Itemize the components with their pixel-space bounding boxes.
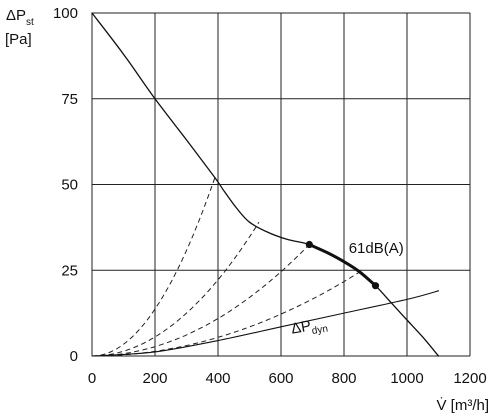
operating-range-line — [307, 243, 377, 288]
operating-point — [305, 240, 313, 249]
x-axis-label: V̇ [m³/h] — [436, 397, 489, 414]
y-axis-label: ΔPst — [6, 7, 34, 28]
dynamic-pressure-line — [91, 290, 440, 357]
operating-point — [371, 282, 380, 290]
curves — [91, 12, 440, 357]
y-tick-label: 50 — [61, 177, 78, 194]
x-tick-label: 600 — [268, 370, 293, 387]
y-axis-unit: [Pa] — [5, 31, 32, 48]
noise-level-annotation: 61dB(A) — [349, 240, 404, 257]
x-tick-label: 400 — [205, 370, 230, 387]
x-tick-label: 1000 — [390, 370, 423, 387]
y-tick-label: 25 — [61, 262, 78, 279]
y-tick-label: 75 — [61, 91, 78, 108]
y-tick-label: 100 — [53, 5, 78, 22]
dynamic-pressure-label: ΔPdyn — [290, 315, 329, 341]
y-tick-label: 0 — [70, 348, 78, 365]
x-tick-label: 200 — [142, 370, 167, 387]
grid — [91, 12, 471, 357]
system-curve — [91, 244, 310, 357]
system-curve — [91, 177, 216, 357]
x-tick-label: 0 — [88, 370, 96, 387]
x-tick-label: 1200 — [453, 370, 486, 387]
x-tick-label: 800 — [331, 370, 356, 387]
system-curve — [91, 271, 361, 357]
system-curve — [91, 221, 260, 357]
tick-labels: 0 200 400 600 800 1000 1200 0 25 50 75 100 — [53, 5, 487, 387]
